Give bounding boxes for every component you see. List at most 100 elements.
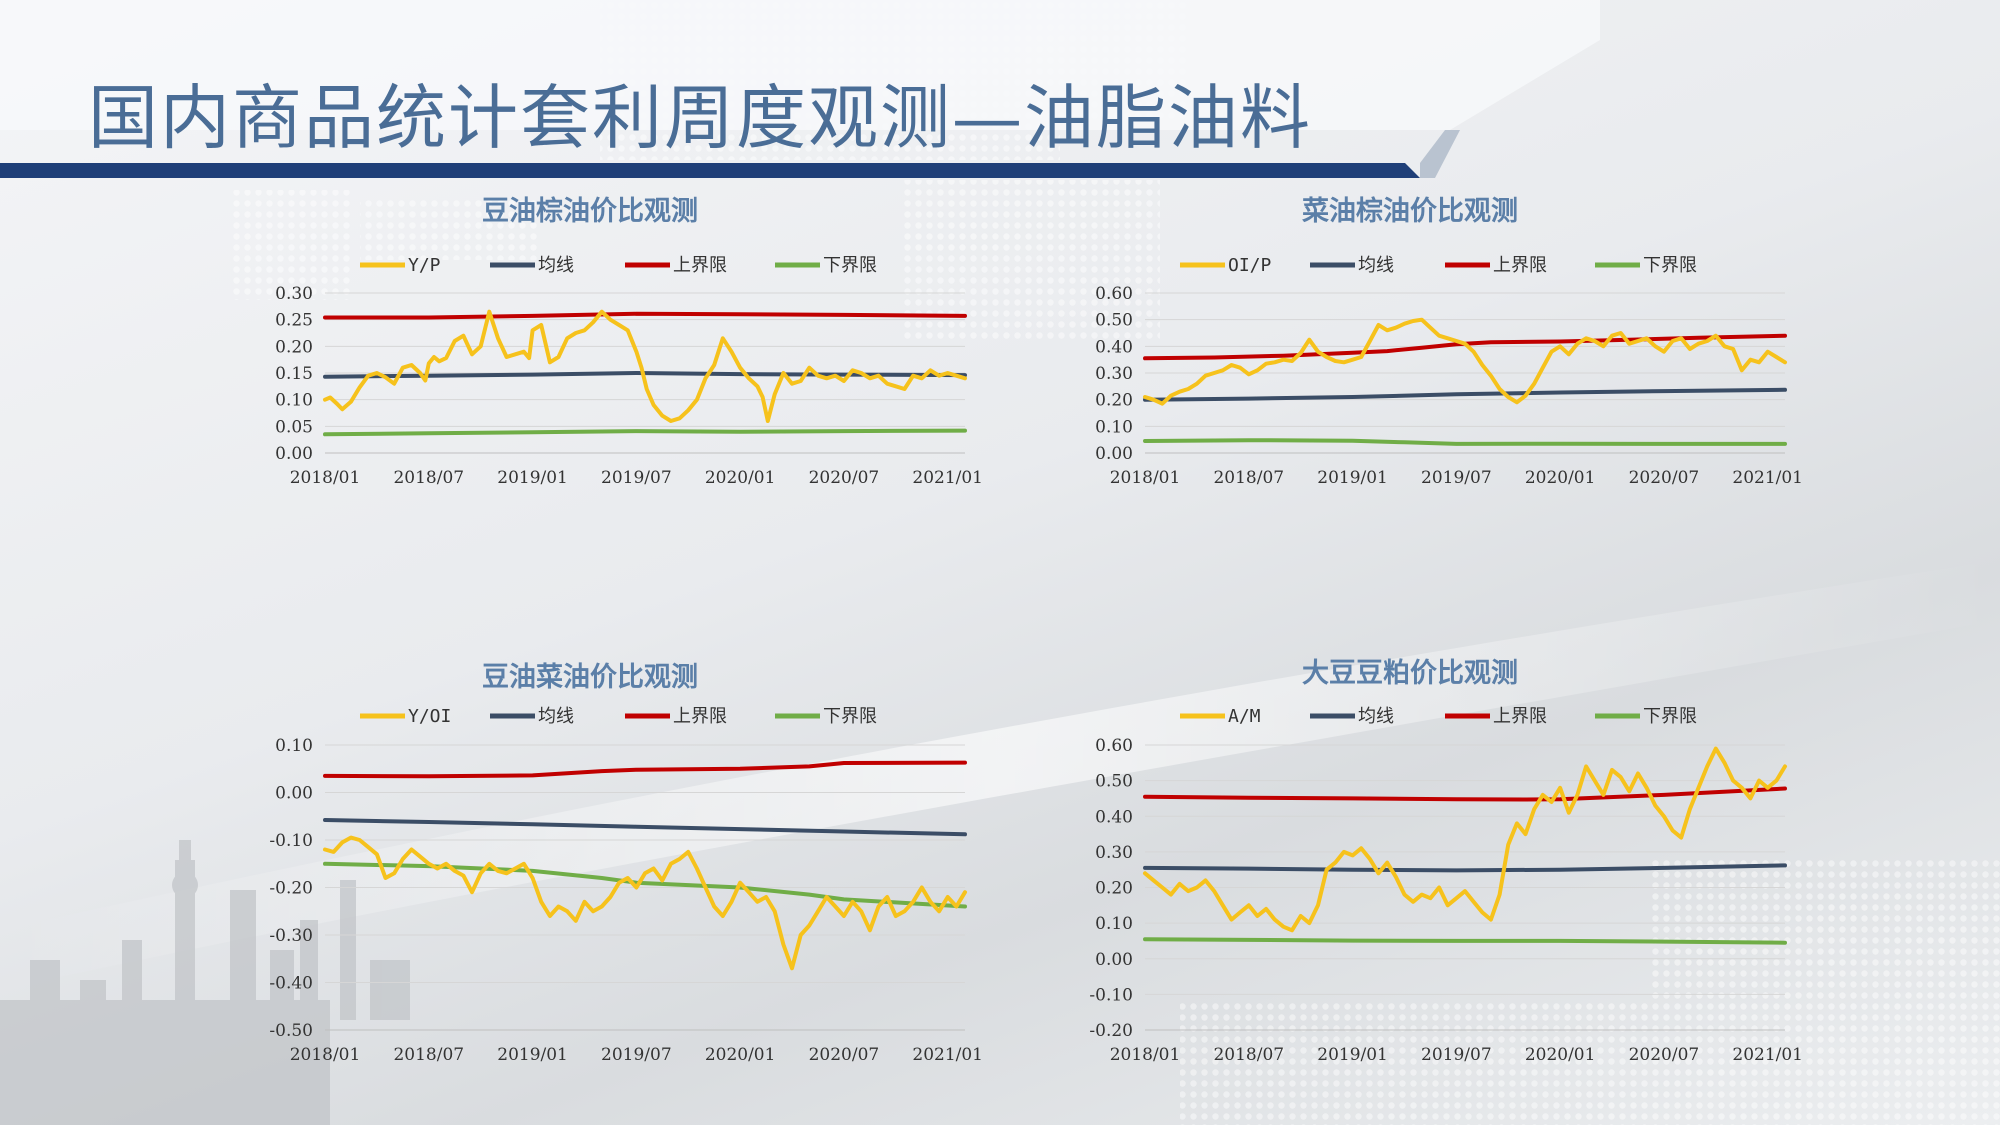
chart-title: 大豆豆粕价比观测	[1302, 658, 1518, 689]
legend-label-lower: 下界限	[823, 255, 877, 276]
y-tick-label: -0.30	[269, 926, 313, 946]
y-tick-label: 0.10	[275, 391, 313, 411]
series-line-upper	[323, 311, 967, 320]
series-line-lower	[323, 861, 967, 909]
page-title: 国内商品统计套利周度观测—油脂油料	[88, 77, 1312, 159]
y-tick-label: 0.30	[1095, 364, 1133, 384]
y-tick-label: 0.00	[275, 784, 313, 804]
y-tick-label: 0.20	[1095, 391, 1133, 411]
series-line-ratio	[1143, 317, 1787, 406]
y-tick-label: -0.40	[269, 974, 313, 994]
x-tick-label: 2019/07	[601, 468, 672, 488]
x-tick-label: 2021/01	[1732, 1045, 1803, 1065]
x-tick-label: 2018/01	[290, 1045, 361, 1065]
series-line-lower	[1143, 438, 1787, 446]
x-tick-label: 2020/07	[809, 468, 880, 488]
soyoil-palm-ratio-chart: 豆油棕油价比观测 Y/P 均线 上界限 下界限 0.00 0.05 0.10 0.15 0.20 0…	[275, 196, 983, 488]
legend-label-mean: 均线	[1358, 706, 1394, 727]
series-line-ratio	[323, 835, 967, 971]
y-tick-label: 0.60	[1095, 284, 1133, 304]
y-tick-label: 0.30	[275, 284, 313, 304]
x-tick-label: 2020/07	[1629, 468, 1700, 488]
x-tick-label: 2019/01	[497, 468, 568, 488]
chart-legend: Y/OI 均线 上界限 下界限	[360, 706, 877, 727]
y-tick-label: 0.30	[1095, 843, 1133, 863]
legend-label-ratio: OI/P	[1228, 255, 1272, 276]
y-tick-label: 0.15	[275, 364, 313, 384]
series-line-ratio	[1143, 746, 1787, 933]
y-tick-label: 0.10	[1095, 417, 1133, 437]
x-tick-label: 2020/07	[1629, 1045, 1700, 1065]
light-streak	[0, 560, 2000, 990]
x-tick-label: 2021/01	[1732, 468, 1803, 488]
x-tick-label: 2020/01	[1525, 468, 1596, 488]
series-line-mean	[323, 818, 967, 837]
x-tick-label: 2021/01	[912, 468, 983, 488]
y-tick-label: 0.20	[275, 337, 313, 357]
x-tick-label: 2018/07	[393, 1045, 464, 1065]
y-tick-label: 0.40	[1095, 337, 1133, 357]
x-tick-label: 2019/01	[1317, 468, 1388, 488]
legend-label-upper: 上界限	[1493, 706, 1547, 727]
x-tick-label: 2020/01	[705, 1045, 776, 1065]
x-tick-label: 2018/01	[1110, 1045, 1181, 1065]
x-tick-label: 2019/07	[601, 1045, 672, 1065]
y-tick-label: 0.60	[1095, 736, 1133, 756]
legend-label-upper: 上界限	[673, 706, 727, 727]
y-tick-label: -0.50	[269, 1021, 313, 1041]
x-tick-label: 2018/07	[1213, 468, 1284, 488]
y-tick-label: 0.00	[1095, 950, 1133, 970]
y-tick-label: -0.10	[1089, 985, 1133, 1005]
y-tick-label: 0.40	[1095, 807, 1133, 827]
x-tick-label: 2019/01	[1317, 1045, 1388, 1065]
x-tick-label: 2021/01	[912, 1045, 983, 1065]
x-tick-label: 2018/01	[1110, 468, 1181, 488]
y-tick-label: 0.10	[1095, 914, 1133, 934]
series-line-mean	[1143, 387, 1787, 402]
y-tick-label: 0.25	[275, 311, 313, 331]
y-tick-label: 0.05	[275, 417, 313, 437]
chart-legend: A/M 均线 上界限 下界限	[1180, 706, 1697, 727]
legend-label-upper: 上界限	[1493, 255, 1547, 276]
legend-label-mean: 均线	[1358, 255, 1394, 276]
y-tick-label: 0.20	[1095, 879, 1133, 899]
chart-title: 豆油棕油价比观测	[482, 196, 698, 227]
legend-label-lower: 下界限	[1643, 255, 1697, 276]
x-tick-label: 2020/07	[809, 1045, 880, 1065]
y-tick-label: 0.00	[1095, 444, 1133, 464]
x-tick-label: 2019/07	[1421, 468, 1492, 488]
legend-label-lower: 下界限	[1643, 706, 1697, 727]
legend-label-ratio: Y/P	[408, 255, 441, 276]
rapeseed-palm-ratio-chart: 菜油棕油价比观测 OI/P 均线 上界限 下界限 0.00 0.10 0.20 0.30 0.40…	[1095, 196, 1803, 488]
legend-label-mean: 均线	[538, 255, 574, 276]
x-tick-label: 2018/01	[290, 468, 361, 488]
y-tick-label: 0.10	[275, 736, 313, 756]
series-line-upper	[323, 760, 967, 779]
legend-label-ratio: Y/OI	[408, 706, 451, 727]
x-tick-label: 2018/07	[1213, 1045, 1284, 1065]
legend-label-lower: 下界限	[823, 706, 877, 727]
x-tick-label: 2020/01	[705, 468, 776, 488]
legend-label-mean: 均线	[538, 706, 574, 727]
chart-title: 菜油棕油价比观测	[1301, 196, 1518, 227]
x-tick-label: 2019/01	[497, 1045, 568, 1065]
series-line-lower	[1143, 937, 1787, 945]
y-tick-label: 0.50	[1095, 311, 1133, 331]
y-tick-label: 0.00	[275, 444, 313, 464]
x-tick-label: 2018/07	[393, 468, 464, 488]
legend-label-upper: 上界限	[673, 255, 727, 276]
y-tick-label: -0.20	[269, 879, 313, 899]
series-line-lower	[323, 428, 967, 437]
chart-title: 豆油菜油价比观测	[482, 662, 698, 693]
series-line-upper	[1143, 786, 1787, 802]
y-tick-label: -0.20	[1089, 1021, 1133, 1041]
city-skyline	[0, 840, 410, 1125]
y-tick-label: 0.50	[1095, 772, 1133, 792]
x-tick-label: 2020/01	[1525, 1045, 1596, 1065]
chart-legend: Y/P 均线 上界限 下界限	[360, 255, 877, 276]
x-tick-label: 2019/07	[1421, 1045, 1492, 1065]
top-banner	[0, 0, 1600, 178]
chart-legend: OI/P 均线 上界限 下界限	[1180, 255, 1697, 276]
soybean-meal-ratio-chart: 大豆豆粕价比观测 A/M 均线 上界限 下界限 0.60 0.50 0.40 0.30 0.20 0…	[1089, 658, 1803, 1065]
